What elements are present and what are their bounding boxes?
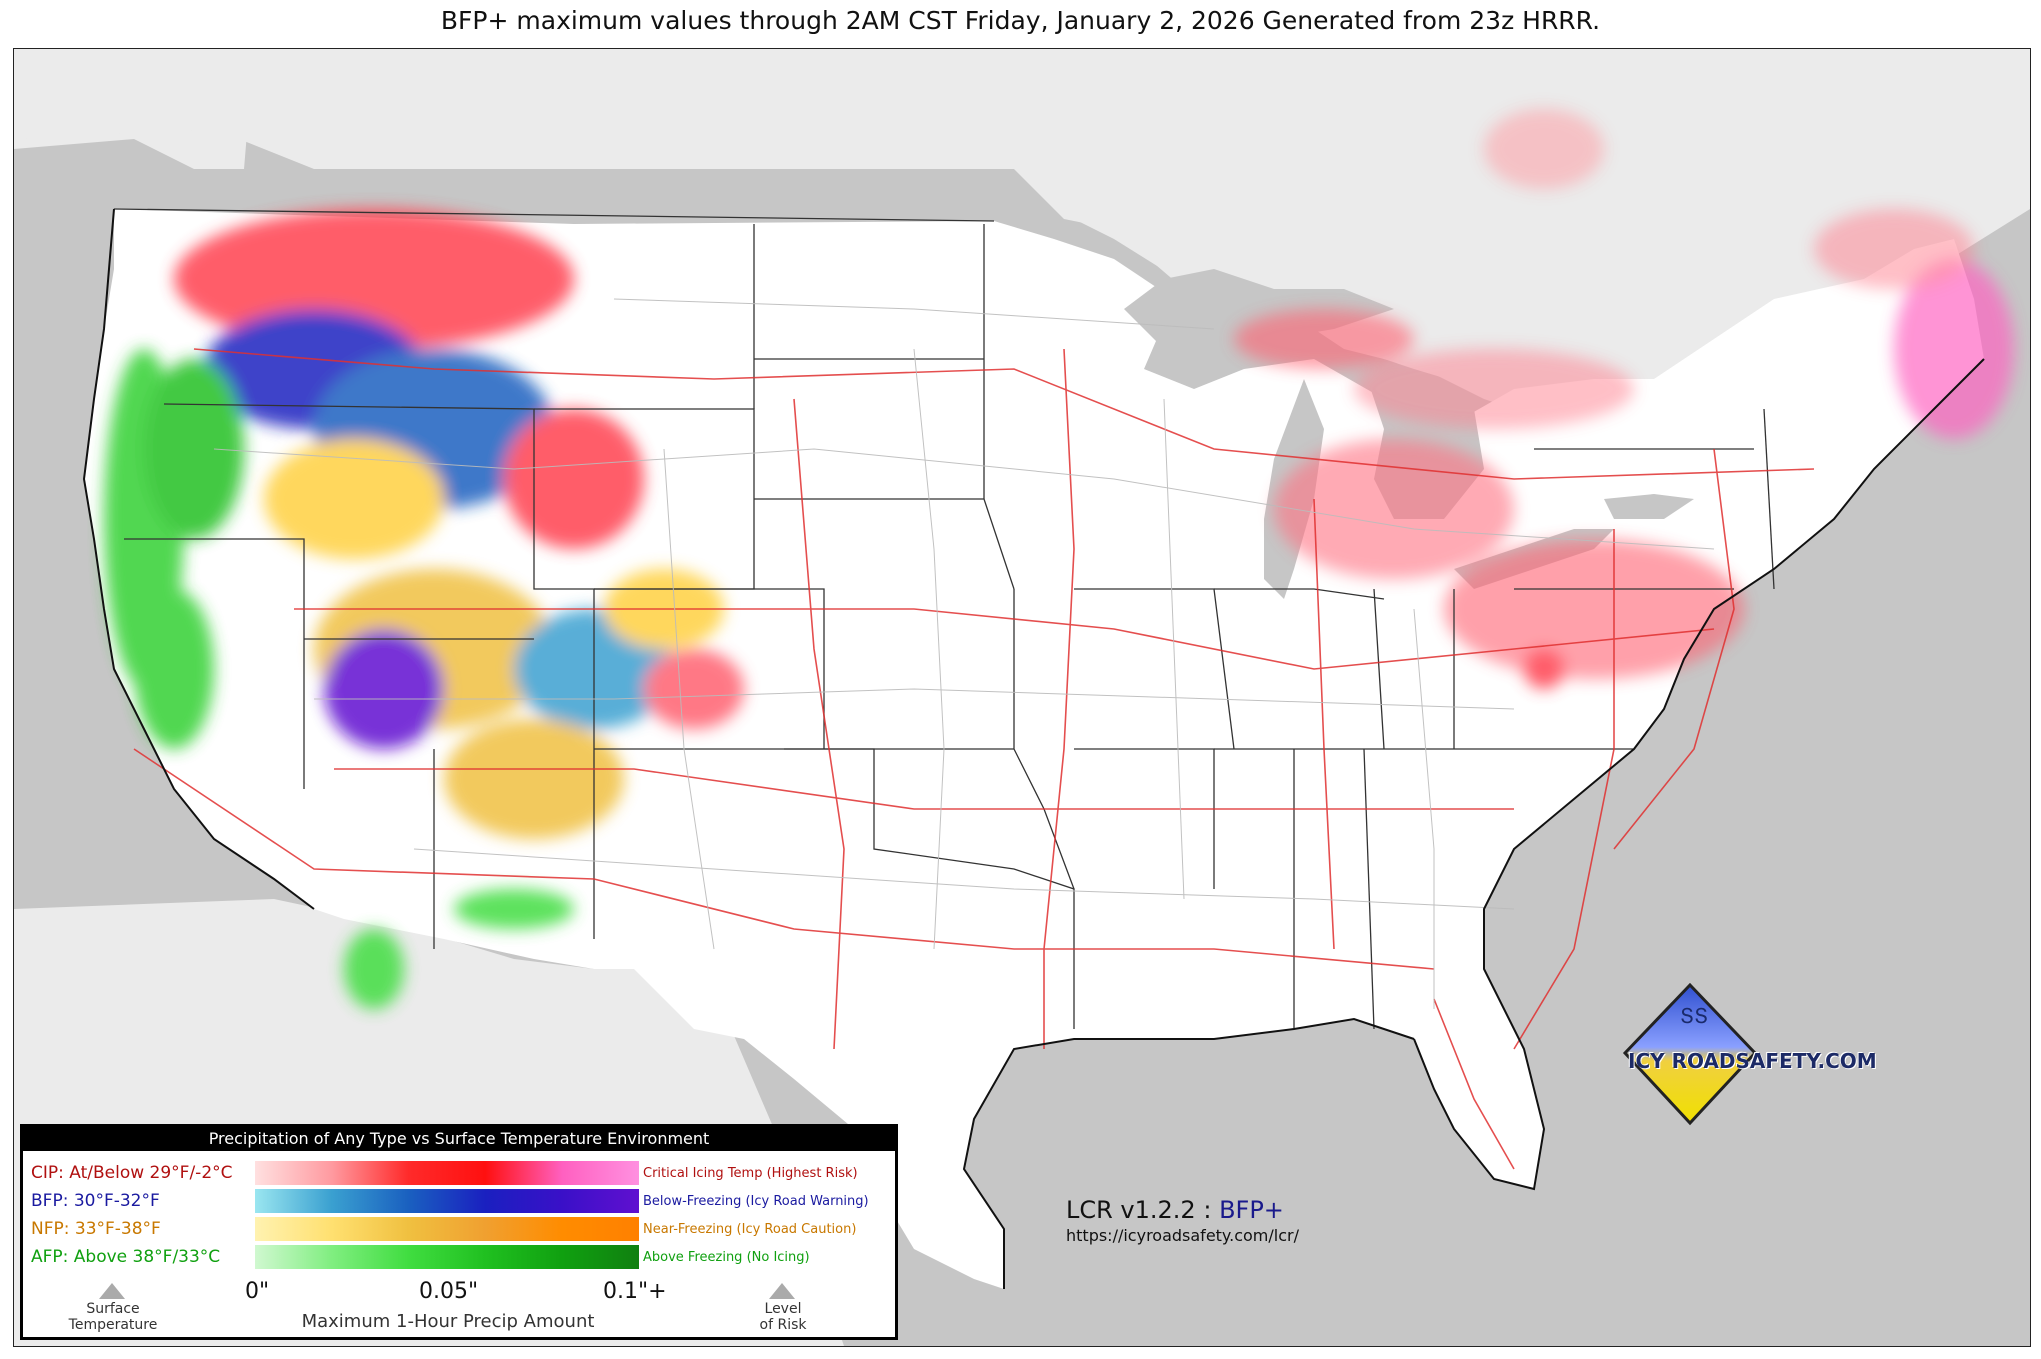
legend-bar-nfp (255, 1217, 639, 1241)
legend-label-nfp: NFP: 33°F-38°F (31, 1219, 161, 1239)
legend-box: Precipitation of Any Type vs Surface Tem… (20, 1124, 898, 1340)
interstate-network (133, 348, 1815, 1170)
legend-bar-bfp (255, 1189, 639, 1213)
legend-bar-cip (255, 1161, 639, 1185)
right-arrow-line2: of Risk (759, 1317, 807, 1333)
left-arrow-line1: Surface (86, 1301, 140, 1317)
legend-axis-label: Maximum 1-Hour Precip Amount (301, 1311, 595, 1332)
legend-risk-cip: Critical Icing Temp (Highest Risk) (643, 1166, 858, 1181)
legend-risk-afp: Above Freezing (No Icing) (643, 1250, 810, 1265)
map-panel[interactable] (13, 48, 2031, 1347)
page-title: BFP+ maximum values through 2AM CST Frid… (440, 6, 1601, 35)
arrow-up-icon (99, 1283, 125, 1299)
version-prefix: LCR v1.2.2 : (1066, 1196, 1212, 1224)
map-canvas[interactable] (14, 49, 2030, 1346)
source-url[interactable]: https://icyroadsafety.com/lcr/ (1066, 1226, 1299, 1245)
right-arrow-line1: Level (764, 1301, 802, 1317)
legend-risk-nfp: Near-Freezing (Icy Road Caution) (643, 1222, 857, 1237)
legend-heading: Precipitation of Any Type vs Surface Tem… (23, 1127, 895, 1151)
legend-risk-bfp: Below-Freezing (Icy Road Warning) (643, 1194, 869, 1209)
legend-tick-max: 0.1"+ (603, 1279, 667, 1304)
legend-label-cip: CIP: At/Below 29°F/-2°C (31, 1163, 233, 1183)
legend-tick-0: 0" (245, 1279, 270, 1304)
coastlines (82, 208, 1985, 1289)
arrow-up-icon (769, 1283, 795, 1299)
legend-tick-mid: 0.05" (419, 1279, 479, 1304)
version-label: LCR v1.2.2 : BFP+ (1066, 1196, 1284, 1224)
version-product: BFP+ (1219, 1196, 1284, 1224)
left-arrow-label: Surface Temperature (53, 1301, 173, 1333)
precip-overlay (104, 109, 2014, 1009)
icy-road-safety-logo: ՏՏ (1622, 983, 1758, 1126)
lake-ontario (1604, 494, 1694, 519)
legend-bar-afp (255, 1245, 639, 1269)
legend-label-bfp: BFP: 30°F-32°F (31, 1191, 160, 1211)
right-arrow-label: Level of Risk (733, 1301, 833, 1333)
svg-text:ՏՏ: ՏՏ (1680, 1004, 1708, 1028)
logo-text: ICY ROADSAFETY.COM (1628, 1049, 1877, 1073)
left-arrow-line2: Temperature (68, 1317, 158, 1333)
highway-network (213, 298, 1715, 1009)
legend-label-afp: AFP: Above 38°F/33°C (31, 1247, 221, 1267)
